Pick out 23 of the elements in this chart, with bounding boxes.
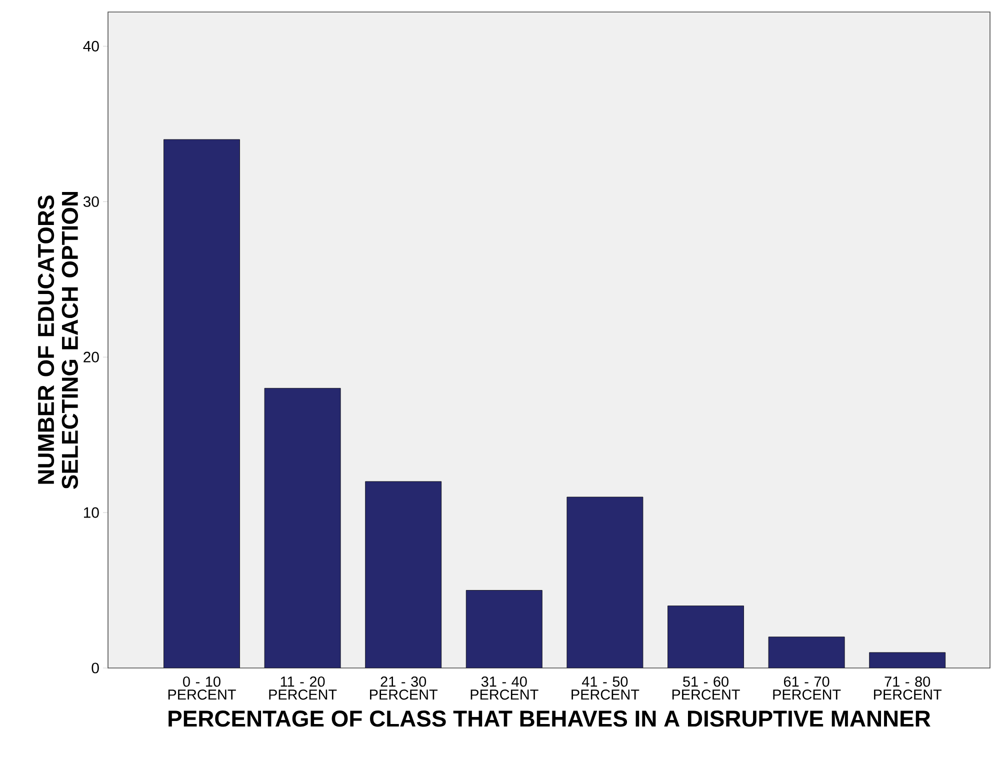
bar — [869, 652, 946, 668]
y-tick-label: 0 — [92, 662, 99, 674]
bar — [668, 606, 744, 668]
x-tick-label: 61 - 70 PERCENT — [773, 676, 841, 700]
x-tick-label: 0 - 10 PERCENT — [168, 676, 236, 700]
y-axis-title: NUMBER OF EDUCATORS SELECTING EACH OPTION — [38, 192, 78, 489]
x-tick-label: 31 - 40 PERCENT — [470, 676, 538, 700]
bar — [768, 636, 845, 668]
x-tick-label: 21 - 30 PERCENT — [370, 676, 438, 700]
bar — [466, 590, 542, 668]
y-tick-label: 20 — [84, 352, 99, 362]
bar — [264, 388, 341, 668]
x-axis-title: PERCENTAGE OF CLASS THAT BEHAVES IN A DISRUPTIVE MANNER — [168, 710, 930, 727]
y-tick-label: 10 — [84, 507, 99, 518]
x-tick-label: 71 - 80 PERCENT — [874, 676, 942, 700]
y-tick-label: 40 — [83, 40, 99, 52]
y-tick-label: 30 — [83, 196, 99, 207]
x-tick-label: 41 - 50 PERCENT — [572, 676, 640, 700]
bar — [164, 139, 240, 668]
bar — [566, 497, 643, 668]
x-tick-label: 11 - 20 PERCENT — [269, 676, 337, 700]
bar — [365, 481, 442, 668]
x-tick-label: 51 - 60 PERCENT — [672, 676, 740, 700]
